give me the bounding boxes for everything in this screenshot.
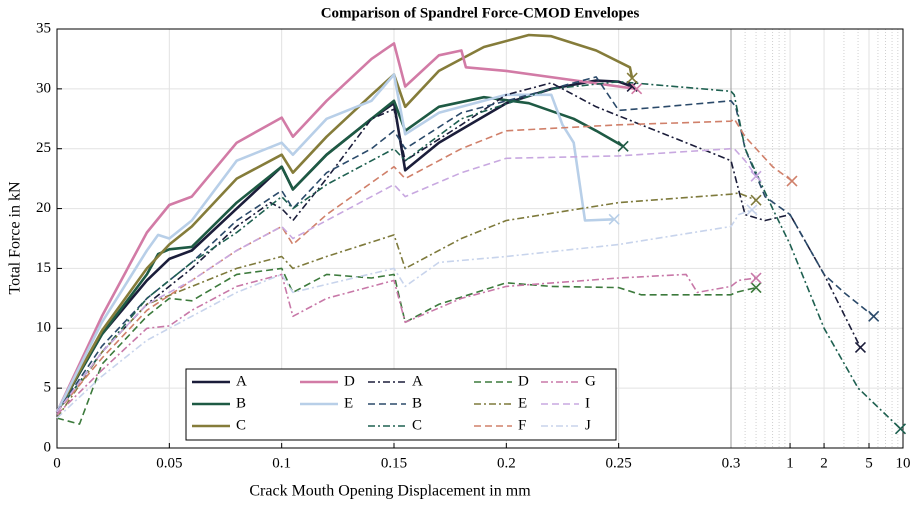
- y-tick-label: 25: [36, 140, 51, 156]
- x-tick-label: 5: [865, 455, 873, 471]
- x-tick-label: 0: [53, 455, 61, 471]
- series-line: [56, 267, 757, 425]
- chart-title: Comparison of Spandrel Force-CMOD Envelo…: [321, 5, 640, 21]
- x-tick-label: 0.15: [381, 455, 407, 471]
- y-tick-label: 10: [36, 320, 51, 336]
- y-axis-label: Total Force in kN: [7, 181, 24, 295]
- end-marker: [608, 213, 620, 225]
- y-tick-label: 0: [44, 439, 52, 455]
- end-marker: [854, 341, 867, 354]
- legend-label: D: [518, 373, 529, 389]
- y-tick-label: 5: [44, 380, 52, 396]
- y-tick-label: 30: [36, 80, 51, 96]
- legend-label: E: [518, 395, 527, 411]
- end-marker: [750, 194, 762, 206]
- end-marker: [786, 175, 798, 187]
- x-tick-label: 1: [786, 455, 794, 471]
- end-marker: [750, 170, 762, 182]
- legend-label: G: [585, 373, 596, 389]
- x-axis-label: Crack Mouth Opening Displacement in mm: [249, 483, 531, 500]
- legend-label: B: [412, 395, 422, 411]
- end-marker: [868, 310, 880, 322]
- x-tick-label: 2: [820, 455, 828, 471]
- x-tick-label: 0.3: [722, 455, 741, 471]
- x-tick-label: 0.2: [497, 455, 516, 471]
- legend-label: E: [344, 395, 353, 411]
- y-tick-label: 35: [36, 20, 51, 36]
- legend-label: A: [236, 373, 247, 389]
- end-marker: [626, 72, 638, 84]
- y-tick-label: 20: [36, 200, 51, 216]
- legend-label: C: [412, 417, 422, 433]
- end-marker: [631, 83, 643, 95]
- series-line: [55, 73, 615, 413]
- series-line: [56, 118, 793, 413]
- series-line: [56, 80, 902, 430]
- legend-label: F: [518, 417, 526, 433]
- legend-label: A: [412, 373, 423, 389]
- series-line: [56, 209, 753, 419]
- series-line: [56, 76, 875, 413]
- x-tick-label: 0.25: [606, 455, 632, 471]
- legend-label: B: [236, 395, 246, 411]
- series-line: [55, 33, 634, 413]
- plot-frame: [56, 28, 904, 449]
- y-tick-label: 15: [36, 260, 51, 276]
- x-tick-label: 0.1: [272, 455, 291, 471]
- legend-label: D: [344, 373, 355, 389]
- x-tick-label: 0.05: [156, 455, 182, 471]
- end-marker: [617, 140, 629, 152]
- end-marker: [746, 204, 758, 216]
- series-line: [55, 95, 624, 413]
- x-tick-label: 10: [896, 455, 911, 471]
- end-marker: [750, 282, 762, 294]
- end-marker: [750, 272, 762, 284]
- end-marker: [894, 423, 907, 435]
- series-line: [55, 42, 637, 413]
- legend-label: I: [585, 395, 590, 411]
- legend-label: J: [585, 417, 591, 433]
- series-line: [56, 192, 757, 419]
- legend-label: C: [236, 417, 246, 433]
- series-line: [56, 273, 757, 416]
